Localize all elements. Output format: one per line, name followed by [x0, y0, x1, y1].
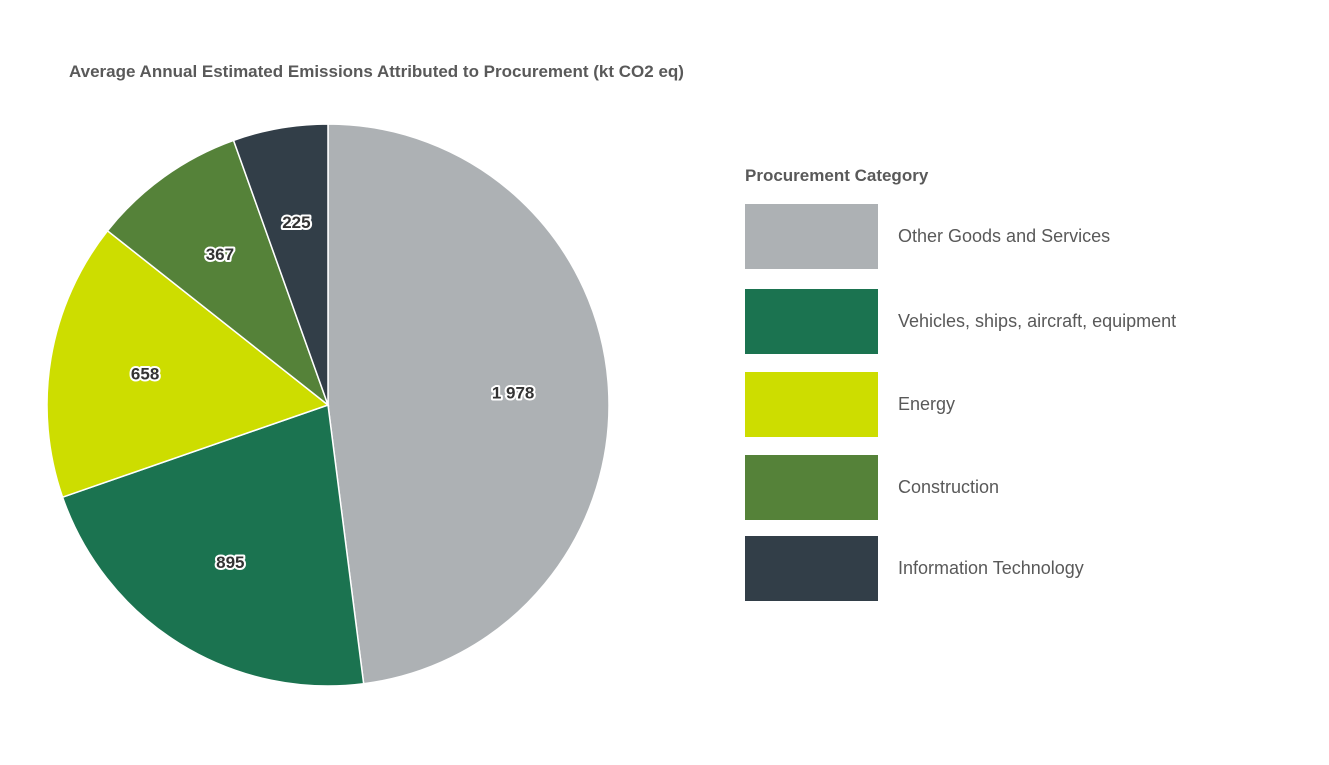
legend-label: Information Technology [898, 558, 1084, 578]
legend-swatch [745, 204, 878, 269]
label-vehicles: 895 [216, 553, 244, 572]
label-construction: 367 [206, 245, 234, 264]
legend-item-other-goods: Other Goods and Services [745, 204, 1265, 269]
legend-item-energy: Energy [745, 372, 1265, 437]
slice-information-technology [232, 123, 329, 406]
legend-label: Construction [898, 477, 1000, 497]
chart-title: Average Annual Estimated Emissions Attri… [69, 62, 684, 81]
legend-item-information-technology: Information Technology [745, 536, 1265, 601]
legend-label: Energy [898, 394, 956, 414]
legend-item-construction: Construction [745, 455, 1265, 520]
legend-swatch [745, 536, 878, 601]
slice-other-goods [327, 123, 610, 685]
legend-swatch [745, 455, 878, 520]
slice-energy [46, 229, 330, 499]
legend-item-vehicles: Vehicles, ships, aircraft, equipment [745, 289, 1265, 354]
label-other-goods: 1 978 [492, 384, 535, 403]
pie-slices [46, 123, 610, 687]
pie-chart: 1 978 895 658 367 225 [46, 123, 610, 687]
pie-labels: 1 978 895 658 367 225 [129, 211, 536, 574]
slice-construction [106, 139, 330, 408]
label-energy: 658 [131, 365, 159, 384]
legend-title: Procurement Category [745, 166, 929, 185]
legend-swatch [745, 289, 878, 354]
slice-vehicles [61, 403, 365, 687]
legend-label: Vehicles, ships, aircraft, equipment [898, 311, 1177, 331]
legend-label: Other Goods and Services [898, 226, 1111, 246]
label-information-technology: 225 [282, 213, 310, 232]
legend-swatch [745, 372, 878, 437]
